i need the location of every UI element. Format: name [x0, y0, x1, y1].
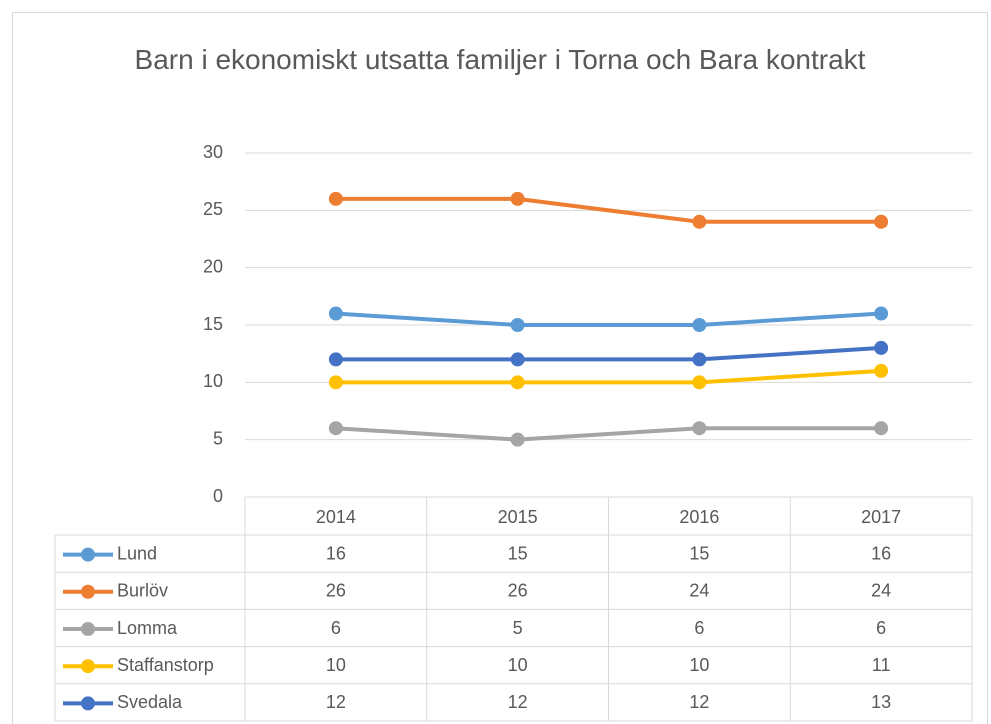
chart-title: Barn i ekonomiskt utsatta familjer i Tor… [134, 44, 866, 75]
data-point [692, 375, 707, 390]
table-value: 12 [508, 692, 528, 712]
chart-frame [12, 12, 988, 724]
data-point [510, 191, 525, 206]
y-tick-label: 30 [203, 142, 223, 162]
table-value: 16 [871, 543, 891, 563]
data-point [510, 318, 525, 332]
legend-marker [81, 659, 95, 674]
table-value: 26 [326, 581, 346, 601]
table-value: 24 [689, 581, 709, 601]
legend-marker [81, 584, 95, 599]
y-tick-label: 15 [203, 314, 223, 334]
data-point [874, 306, 889, 321]
x-tick-label: 2015 [498, 507, 538, 527]
data-point [510, 375, 525, 390]
data-point [328, 306, 343, 321]
table-value: 15 [689, 543, 709, 563]
x-tick-label: 2017 [861, 507, 901, 527]
y-tick-label: 10 [203, 371, 223, 391]
y-tick-label: 20 [203, 256, 223, 276]
table-value: 11 [872, 655, 891, 675]
data-point [692, 421, 707, 436]
table-value: 24 [871, 581, 891, 601]
y-tick-label: 25 [203, 199, 223, 219]
y-tick-label: 5 [213, 428, 223, 448]
data-point [692, 214, 707, 229]
data-point [328, 352, 343, 367]
x-tick-label: 2016 [679, 507, 719, 527]
data-point [874, 340, 889, 355]
legend-label: Lund [117, 543, 157, 563]
data-point [874, 363, 889, 378]
data-point [510, 352, 525, 367]
y-tick-label: 0 [213, 486, 223, 506]
legend-marker [81, 696, 95, 711]
legend-label: Staffanstorp [117, 655, 214, 675]
data-point [328, 421, 343, 436]
legend-marker [81, 622, 95, 636]
data-point [328, 375, 343, 390]
x-tick-label: 2014 [316, 507, 356, 527]
table-value: 12 [689, 692, 709, 712]
table-value: 6 [876, 618, 886, 638]
table-value: 6 [331, 618, 341, 638]
table-value: 15 [508, 543, 528, 563]
table-value: 6 [694, 618, 704, 638]
legend-label: Lomma [117, 618, 178, 638]
series-line [335, 426, 882, 442]
legend-marker [81, 547, 95, 562]
table-value: 12 [326, 692, 346, 712]
table-value: 13 [871, 692, 891, 712]
table-value: 10 [689, 655, 709, 675]
series-line [335, 196, 882, 224]
data-point [692, 352, 707, 367]
data-point [874, 421, 889, 436]
data-point [328, 191, 343, 206]
data-point [510, 432, 525, 447]
series-line [335, 368, 882, 385]
table-value: 16 [326, 543, 346, 563]
data-point [692, 318, 707, 332]
series-line [335, 311, 882, 327]
data-point [874, 214, 889, 229]
table-value: 26 [508, 581, 528, 601]
legend-label: Burlöv [117, 581, 168, 601]
table-value: 10 [508, 655, 528, 675]
table-value: 10 [326, 655, 346, 675]
legend-label: Svedala [117, 692, 183, 712]
table-value: 5 [513, 618, 523, 638]
series-line [335, 345, 882, 362]
